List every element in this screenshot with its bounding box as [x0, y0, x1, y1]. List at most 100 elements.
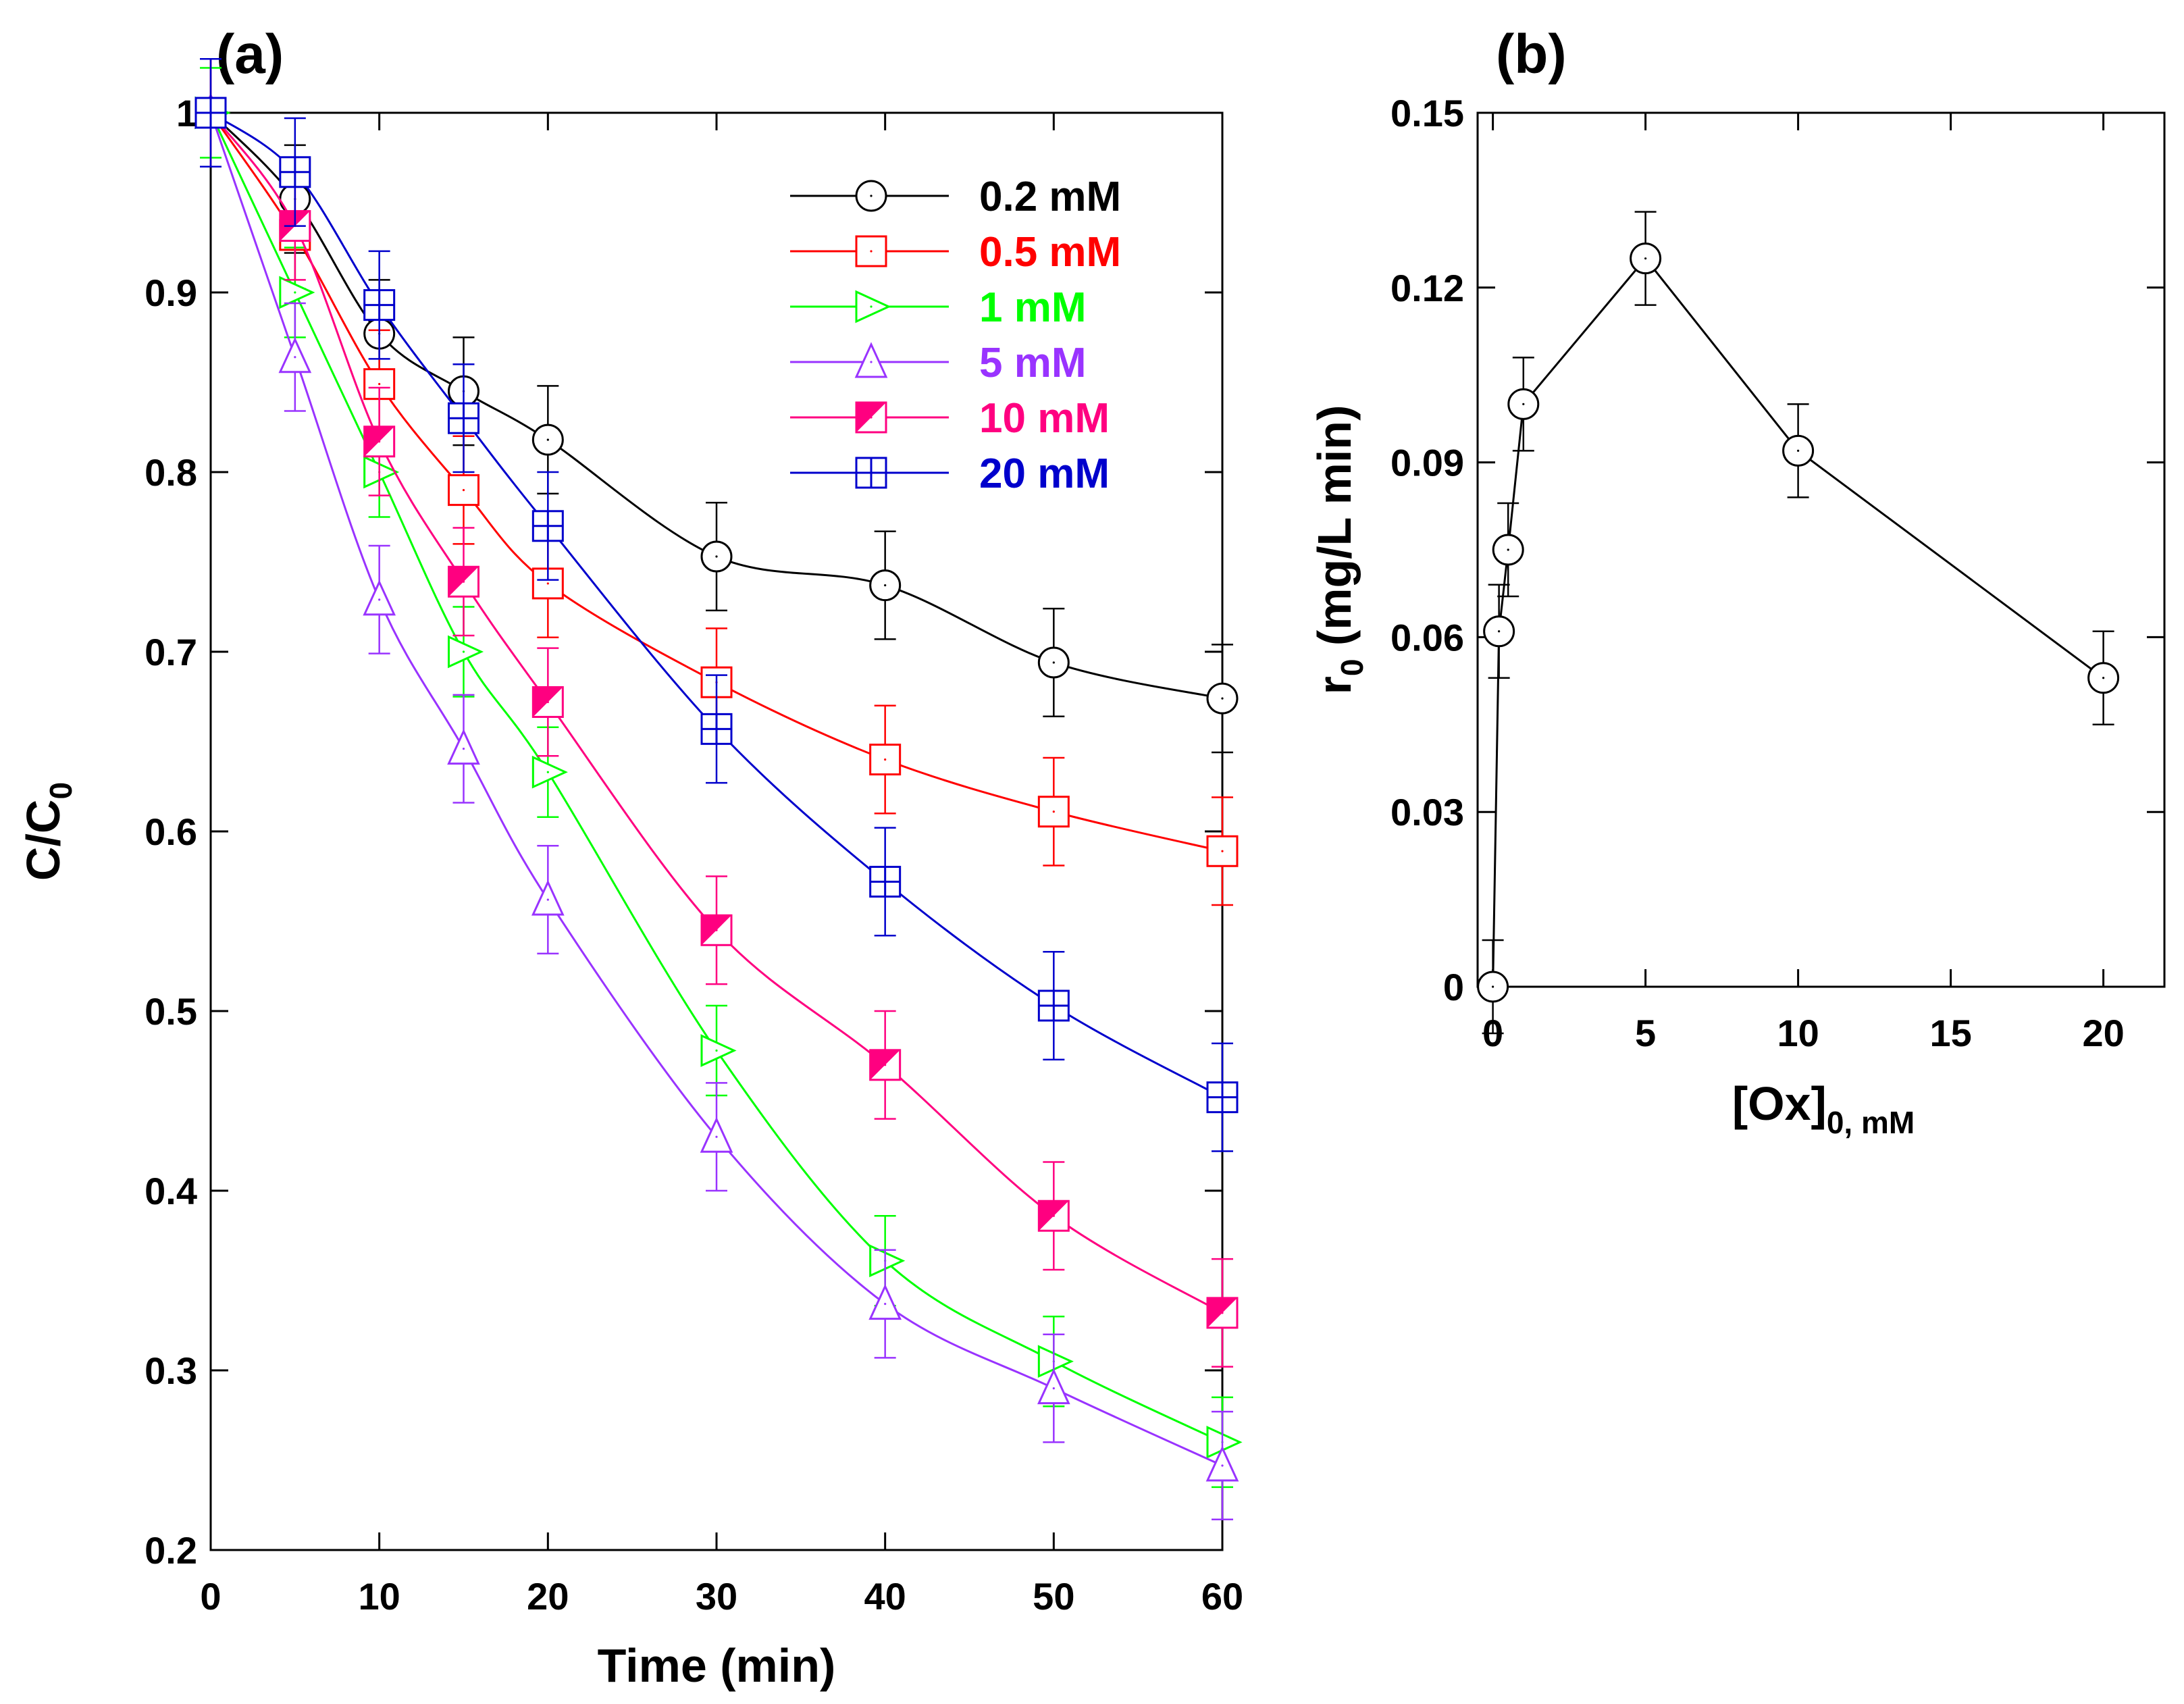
series-line-0-2-mm: [209, 111, 1223, 700]
x-tick-label: 60: [1201, 1575, 1243, 1618]
series-10-mm: [194, 57, 1239, 1368]
legend-marker-10-mm: [855, 401, 887, 434]
x-tick-label: 10: [359, 1575, 400, 1618]
panel-a-x-ticks: 0 10 20 30 40 50 60: [200, 113, 1243, 1618]
x-tick-label: 50: [1033, 1575, 1074, 1618]
data-point-10-mm: [363, 425, 396, 458]
data-point-r0: [2087, 662, 2120, 694]
x-tick-label: 15: [1929, 1012, 1971, 1054]
y-tick-label: 1: [176, 92, 197, 134]
panel-b-x-axis-title-main: [Ox]: [1732, 1077, 1827, 1130]
legend-marker-5-mm: [854, 342, 888, 378]
series-5-mm: [194, 57, 1239, 1521]
panel-a-y-axis-title: C/C0: [17, 782, 78, 881]
data-point-5-mm: [363, 579, 396, 616]
series-r0: [1477, 211, 2120, 1035]
panel-b-label: (b): [1496, 24, 1567, 85]
y-tick-label: 0.6: [145, 810, 197, 853]
data-point-5-mm: [1037, 1368, 1070, 1405]
data-point-10-mm: [448, 565, 479, 598]
data-point-5-mm: [1205, 1445, 1239, 1482]
data-point-1-mm: [531, 755, 568, 789]
data-point-0-2-mm: [1037, 646, 1070, 679]
data-point-5-mm: [447, 729, 480, 765]
data-point-20-mm: [363, 289, 396, 321]
data-point-10-mm: [531, 686, 564, 718]
panel-a: (a) 0.2 0.3 0.4 0.5 0.6 0.7 0.8 0.9 1 0 10 20 30 40 5…: [17, 24, 1243, 1692]
series-line-0-5-mm: [209, 112, 1223, 852]
x-tick-label: 40: [864, 1575, 906, 1618]
panel-a-legend: 0.2 mM 0.5 mM 1 mM 5 mM 10 mM 20 mM: [790, 174, 1121, 497]
data-point-0-2-mm: [1206, 682, 1239, 715]
data-point-0-5-mm: [869, 744, 902, 776]
x-tick-label: 0: [200, 1575, 221, 1618]
y-tick-label: 0.12: [1390, 267, 1464, 309]
legend-item-0-5-mm: 0.5 mM: [790, 229, 1121, 276]
x-tick-label: 5: [1635, 1012, 1656, 1054]
x-tick-label: 10: [1777, 1012, 1819, 1054]
data-point-r0: [1492, 534, 1524, 566]
panel-a-label: (a): [216, 24, 284, 85]
panel-b-plot-frame: [1476, 111, 2166, 988]
data-point-10-mm: [700, 914, 733, 946]
data-point-5-mm: [868, 1283, 902, 1320]
data-point-r0: [1483, 615, 1515, 648]
legend-item-10-mm: 10 mM: [790, 395, 1110, 442]
y-tick-label: 0.06: [1390, 616, 1464, 659]
data-point-0-5-mm: [448, 474, 479, 507]
x-tick-label: 20: [2082, 1012, 2124, 1054]
legend-item-5-mm: 5 mM: [790, 340, 1086, 386]
legend-marker-0-2-mm: [855, 180, 887, 212]
legend-label-0-2-mm: 0.2 mM: [979, 174, 1121, 220]
series-line-20-mm: [210, 111, 1223, 1098]
series-line-r0: [1492, 257, 2104, 987]
data-point-20-mm: [448, 402, 479, 434]
panel-b-x-axis-title-sub: 0, mM: [1827, 1105, 1915, 1140]
data-point-r0: [1507, 388, 1540, 420]
panel-b-series: [1477, 211, 2120, 1035]
data-point-1-mm: [363, 455, 400, 489]
y-tick-label: 0: [1443, 966, 1464, 1008]
y-tick-label: 0.8: [145, 451, 197, 494]
legend-item-20-mm: 20 mM: [790, 450, 1110, 497]
data-point-1-mm: [700, 1034, 737, 1067]
panel-b: (b) 00.030.060.090.120.15 05101520 [Ox]0…: [1308, 24, 2166, 1140]
data-point-0-5-mm: [1206, 835, 1239, 867]
panel-a-x-axis-title: Time (min): [598, 1639, 836, 1692]
legend-item-0-2-mm: 0.2 mM: [790, 174, 1121, 220]
panel-a-y-ticks: 0.2 0.3 0.4 0.5 0.6 0.7 0.8 0.9 1: [145, 92, 1222, 1572]
data-point-20-mm: [700, 713, 733, 745]
y-tick-label: 0.5: [145, 990, 197, 1033]
data-point-10-mm: [1206, 1297, 1239, 1329]
legend-label-10-mm: 10 mM: [979, 395, 1110, 442]
data-point-r0: [1477, 971, 1509, 1003]
x-tick-label: 20: [527, 1575, 569, 1618]
series-line-1-mm: [209, 112, 1223, 1443]
data-point-5-mm: [700, 1116, 733, 1153]
data-point-0-2-mm: [700, 540, 733, 573]
data-point-20-mm: [869, 865, 902, 898]
data-point-20-mm: [1037, 989, 1070, 1022]
legend-label-1-mm: 1 mM: [979, 284, 1086, 331]
panel-b-x-axis-title: [Ox]0, mM: [1732, 1077, 1915, 1140]
panel-b-y-axis-title: r0 (mg/L min): [1308, 405, 1370, 695]
y-tick-label: 0.9: [145, 272, 197, 314]
legend-marker-1-mm: [855, 290, 891, 324]
panel-b-x-ticks: 05101520: [1482, 113, 2125, 1054]
data-point-0-2-mm: [531, 423, 564, 456]
data-point-1-mm: [279, 276, 315, 309]
panel-b-y-axis-title-rest: (mg/L min): [1308, 405, 1361, 659]
y-tick-label: 0.09: [1390, 442, 1464, 484]
data-point-0-2-mm: [869, 569, 902, 602]
data-point-r0: [1782, 434, 1815, 467]
y-tick-label: 0.03: [1390, 791, 1464, 833]
panel-b-y-ticks: 0 0.03 0.06 0.09 0.12 0.15: [1390, 92, 2164, 1008]
data-point-20-mm: [531, 510, 564, 542]
legend-marker-0-5-mm: [855, 235, 887, 267]
y-tick-label: 0.2: [145, 1529, 197, 1572]
panel-b-y-axis-title-main: r: [1308, 676, 1361, 694]
series-1-mm: [194, 67, 1243, 1489]
series-line-10-mm: [209, 112, 1223, 1314]
data-point-r0: [1630, 242, 1662, 275]
